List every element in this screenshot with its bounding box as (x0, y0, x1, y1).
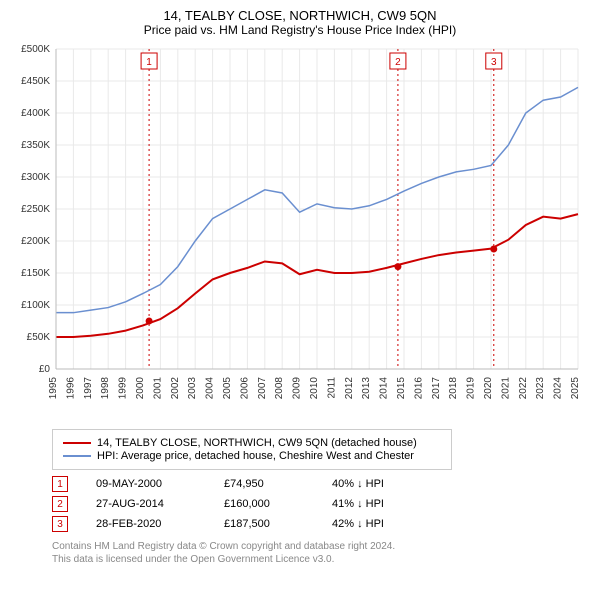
x-tick-label: 2003 (187, 377, 198, 400)
x-tick-label: 2006 (239, 377, 250, 400)
marker-date: 09-MAY-2000 (96, 478, 196, 490)
legend-label: HPI: Average price, detached house, Ches… (97, 450, 414, 462)
marker-row: 3 28-FEB-2020 £187,500 42% ↓ HPI (52, 516, 588, 532)
marker-date: 27-AUG-2014 (96, 498, 196, 510)
x-tick-label: 2015 (396, 377, 407, 400)
y-tick-label: £450K (21, 76, 50, 87)
marker-badge: 3 (52, 516, 68, 532)
legend-swatch (63, 442, 91, 444)
x-tick-label: 2022 (518, 377, 529, 400)
legend-item-property: 14, TEALBY CLOSE, NORTHWICH, CW9 5QN (de… (63, 437, 441, 449)
marker-price: £160,000 (224, 498, 304, 510)
x-tick-label: 2008 (274, 377, 285, 400)
marker-badge: 1 (52, 476, 68, 492)
x-tick-label: 2012 (344, 377, 355, 400)
y-tick-label: £350K (21, 140, 50, 151)
y-tick-label: £150K (21, 268, 50, 279)
marker-row: 1 09-MAY-2000 £74,950 40% ↓ HPI (52, 476, 588, 492)
x-tick-label: 2020 (483, 377, 494, 400)
chart-area: £0 £50K £100K £150K £200K £250K £300K £350K £400… (12, 43, 588, 421)
y-tick-label: £200K (21, 236, 50, 247)
x-tick-label: 1996 (65, 377, 76, 400)
x-tick-label: 2013 (361, 377, 372, 400)
x-tick-label: 2010 (309, 377, 320, 400)
x-tick-label: 2005 (222, 377, 233, 400)
y-tick-label: £50K (27, 332, 51, 343)
x-tick-label: 1999 (118, 377, 129, 400)
legend: 14, TEALBY CLOSE, NORTHWICH, CW9 5QN (de… (52, 429, 452, 470)
footer: Contains HM Land Registry data © Crown c… (52, 540, 588, 566)
x-tick-label: 2004 (205, 377, 216, 400)
markers-table: 1 09-MAY-2000 £74,950 40% ↓ HPI 2 27-AUG-2014… (52, 476, 588, 532)
marker-delta: 42% ↓ HPI (332, 518, 384, 530)
y-tick-label: £0 (39, 364, 51, 375)
x-tick-label: 2007 (257, 377, 268, 400)
footer-line: This data is licensed under the Open Gov… (52, 553, 588, 566)
x-tick-label: 2000 (135, 377, 146, 400)
x-tick-label: 2009 (292, 377, 303, 400)
marker-number: 2 (395, 57, 401, 68)
x-tick-label: 1995 (48, 377, 59, 400)
y-tick-label: £300K (21, 172, 50, 183)
marker-row: 2 27-AUG-2014 £160,000 41% ↓ HPI (52, 496, 588, 512)
marker-date: 28-FEB-2020 (96, 518, 196, 530)
x-tick-label: 2025 (570, 377, 581, 400)
marker-badge: 2 (52, 496, 68, 512)
legend-label: 14, TEALBY CLOSE, NORTHWICH, CW9 5QN (de… (97, 437, 417, 449)
x-tick-label: 2014 (379, 377, 390, 400)
y-tick-label: £250K (21, 204, 50, 215)
marker-price: £187,500 (224, 518, 304, 530)
marker-number: 1 (146, 57, 152, 68)
y-tick-label: £100K (21, 300, 50, 311)
x-tick-label: 2021 (500, 377, 511, 400)
y-tick-label: £400K (21, 108, 50, 119)
x-tick-label: 2011 (326, 377, 337, 399)
x-tick-label: 2017 (431, 377, 442, 400)
x-tick-label: 2024 (553, 377, 564, 400)
x-tick-label: 2023 (535, 377, 546, 400)
marker-number: 3 (491, 57, 497, 68)
legend-swatch (63, 455, 91, 457)
footer-line: Contains HM Land Registry data © Crown c… (52, 540, 588, 553)
marker-delta: 40% ↓ HPI (332, 478, 384, 490)
x-tick-label: 1998 (100, 377, 111, 400)
x-tick-label: 2018 (448, 377, 459, 400)
x-tick-label: 2016 (413, 377, 424, 400)
x-tick-label: 2001 (152, 377, 163, 400)
chart-svg: £0 £50K £100K £150K £200K £250K £300K £350K £400… (12, 43, 588, 421)
x-tick-label: 2002 (170, 377, 181, 400)
legend-item-hpi: HPI: Average price, detached house, Ches… (63, 450, 441, 462)
marker-delta: 41% ↓ HPI (332, 498, 384, 510)
chart-subtitle: Price paid vs. HM Land Registry's House … (12, 23, 588, 37)
chart-title: 14, TEALBY CLOSE, NORTHWICH, CW9 5QN (12, 8, 588, 23)
x-tick-label: 1997 (83, 377, 94, 400)
y-tick-label: £500K (21, 44, 50, 55)
marker-price: £74,950 (224, 478, 304, 490)
x-tick-label: 2019 (466, 377, 477, 400)
